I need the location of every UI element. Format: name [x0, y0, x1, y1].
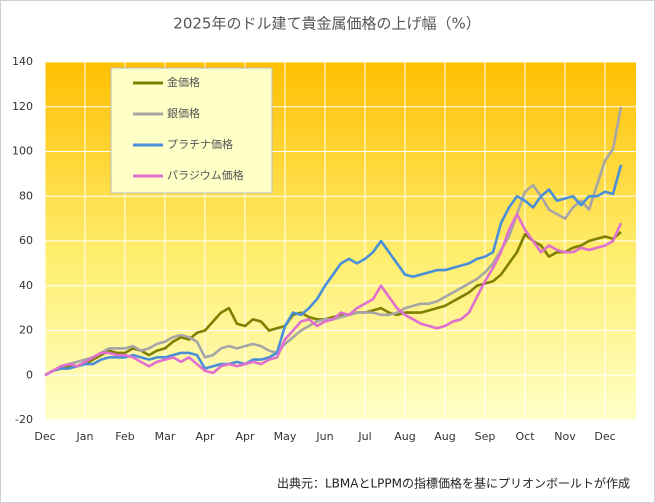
y-tick-label: 20	[19, 324, 33, 337]
x-tick-label: Dec	[34, 430, 55, 443]
series-line	[44, 164, 623, 377]
y-tick-label: 140	[12, 55, 33, 68]
x-tick-label: Aug	[434, 430, 455, 443]
y-tick-label: 80	[19, 189, 33, 202]
source-note: 出典元：LBMAとLPPMの指標価格を基にプリオンボールトが作成	[277, 476, 630, 491]
y-tick-label: 120	[12, 100, 33, 113]
x-tick-label: Oct	[515, 430, 535, 443]
chart-title: 2025年のドル建て貴金属価格の上げ幅（%）	[173, 15, 480, 33]
x-tick-label: Jun	[315, 430, 333, 443]
y-tick-label: 100	[12, 145, 33, 158]
legend-label: 銀価格	[167, 106, 200, 120]
x-tick-label: Mar	[155, 430, 176, 443]
x-tick-label: Jul	[357, 430, 371, 443]
y-tick-label: 60	[19, 234, 33, 247]
x-tick-label: Aug	[394, 430, 415, 443]
x-tick-label: May	[274, 430, 297, 443]
y-tick-label: 40	[19, 279, 33, 292]
legend-label: 金価格	[167, 75, 200, 89]
x-tick-label: Apr	[195, 430, 215, 443]
y-tick-label: -20	[15, 413, 33, 426]
legend-label: パラジウム価格	[167, 168, 244, 182]
x-tick-label: Nov	[554, 430, 576, 443]
series-line	[44, 212, 623, 377]
legend-box	[110, 67, 273, 194]
y-tick-label: 0	[26, 368, 33, 381]
x-tick-label: Apr	[235, 430, 255, 443]
x-tick-label: Feb	[115, 430, 134, 443]
x-tick-label: Jan	[76, 430, 94, 443]
legend-label: プラチナ価格	[167, 137, 233, 151]
x-tick-label: Sep	[475, 430, 496, 443]
x-tick-label: Dec	[594, 430, 615, 443]
